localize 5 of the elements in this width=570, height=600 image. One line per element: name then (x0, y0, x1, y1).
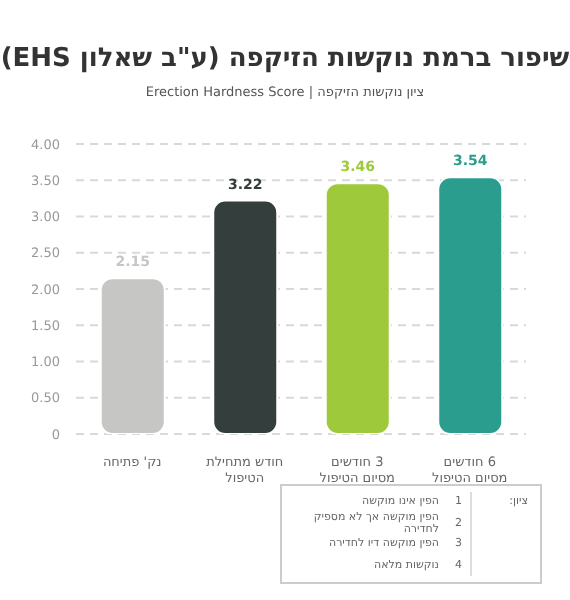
bar (324, 182, 391, 434)
bar (212, 199, 279, 434)
chart-title: שיפור ברמת נוקשות הזיקפה (ע"ב שאלון EHS) (0, 44, 570, 74)
bar (437, 176, 504, 434)
bar (99, 277, 166, 434)
